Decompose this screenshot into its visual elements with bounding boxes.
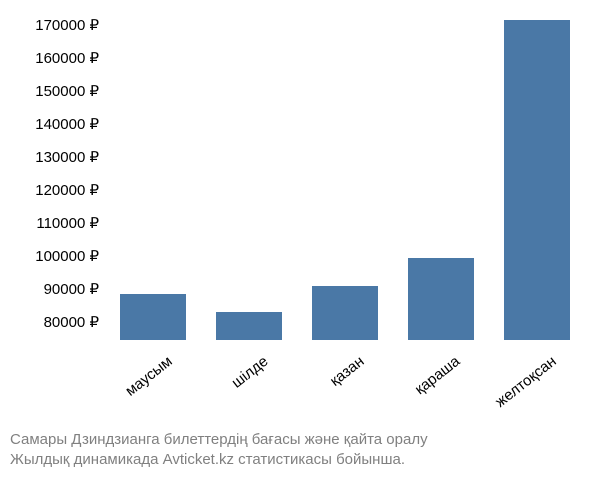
y-tick-label: 100000 ₽ xyxy=(35,247,99,265)
x-tick-label: шілде xyxy=(229,353,272,392)
x-label-slot: маусым xyxy=(105,345,201,425)
caption-line-1: Самары Дзиндзианга билеттердің бағасы жә… xyxy=(10,430,590,450)
bar xyxy=(504,20,569,340)
bar xyxy=(408,258,473,341)
x-tick-label: желтоқсан xyxy=(492,353,559,411)
x-axis-labels: маусым шілде қазан қараша желтоқсан xyxy=(105,345,585,425)
bar xyxy=(216,312,281,340)
x-label-slot: қазан xyxy=(297,345,393,425)
y-tick-label: 140000 ₽ xyxy=(35,115,99,133)
x-tick-label: маусым xyxy=(122,353,175,400)
x-tick-label: қазан xyxy=(327,353,368,390)
y-tick-label: 150000 ₽ xyxy=(35,82,99,100)
bar-slot xyxy=(489,10,585,340)
y-axis: 80000 ₽ 90000 ₽ 100000 ₽ 110000 ₽ 120000 ₽ 13… xyxy=(10,10,105,340)
y-tick-label: 180000 ₽ xyxy=(35,0,99,1)
price-chart: 80000 ₽ 90000 ₽ 100000 ₽ 110000 ₽ 120000 ₽ 13… xyxy=(10,10,590,490)
caption-line-2: Жылдық динамикада Avticket.kz статистика… xyxy=(10,450,590,470)
y-tick-label: 90000 ₽ xyxy=(44,280,99,298)
x-label-slot: шілде xyxy=(201,345,297,425)
bar xyxy=(312,286,377,340)
y-tick-label: 130000 ₽ xyxy=(35,148,99,166)
bar-slot xyxy=(201,10,297,340)
y-tick-label: 120000 ₽ xyxy=(35,181,99,199)
plot-area xyxy=(105,10,585,340)
x-label-slot: қараша xyxy=(393,345,489,425)
chart-caption: Самары Дзиндзианга билеттердің бағасы жә… xyxy=(10,430,590,471)
y-tick-label: 170000 ₽ xyxy=(35,16,99,34)
bar-slot xyxy=(393,10,489,340)
x-label-slot: желтоқсан xyxy=(489,345,585,425)
bar-slot xyxy=(105,10,201,340)
y-tick-label: 80000 ₽ xyxy=(44,313,99,331)
y-tick-label: 160000 ₽ xyxy=(35,49,99,67)
y-tick-label: 110000 ₽ xyxy=(36,214,99,232)
x-tick-label: қараша xyxy=(412,353,463,398)
bar xyxy=(120,294,185,340)
bars-container xyxy=(105,10,585,340)
bar-slot xyxy=(297,10,393,340)
